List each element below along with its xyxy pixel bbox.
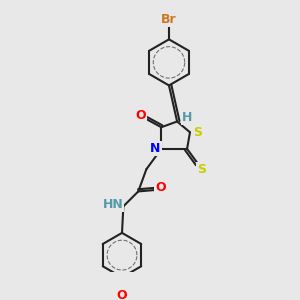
Text: Br: Br [161,13,177,26]
Text: O: O [136,109,146,122]
Text: O: O [155,182,166,194]
Text: S: S [197,163,206,176]
Text: S: S [194,126,202,139]
Text: N: N [150,142,161,155]
Text: HN: HN [103,199,123,212]
Text: H: H [182,111,193,124]
Text: O: O [117,289,127,300]
